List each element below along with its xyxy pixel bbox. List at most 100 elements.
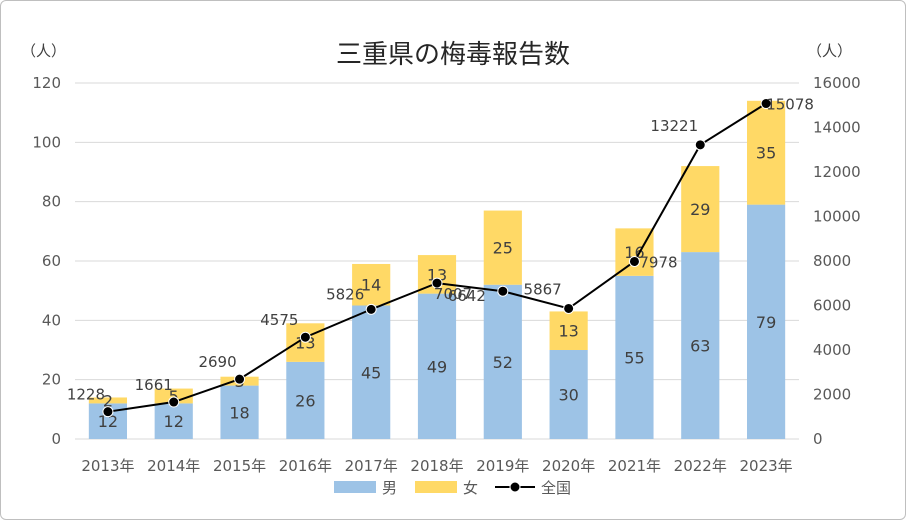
bar-male-label: 12 bbox=[164, 412, 184, 431]
total-value-label: 15078 bbox=[766, 96, 814, 114]
total-marker bbox=[102, 406, 114, 418]
bar-male-label: 52 bbox=[493, 353, 513, 372]
bar-female-label: 13 bbox=[427, 265, 447, 284]
bar-female bbox=[483, 210, 522, 285]
bar-female-label: 29 bbox=[690, 200, 710, 219]
bar-male-label: 12 bbox=[98, 412, 118, 431]
bar-male bbox=[681, 252, 720, 439]
bar-female-label: 14 bbox=[361, 276, 381, 295]
bar-male bbox=[154, 403, 193, 439]
bar-female bbox=[88, 397, 127, 404]
bar-male bbox=[352, 305, 391, 439]
category-label: 2021年 bbox=[608, 457, 661, 475]
total-value-label: 7978 bbox=[639, 253, 677, 271]
category-label: 2015年 bbox=[213, 457, 266, 475]
legend-label-total: 全国 bbox=[541, 479, 571, 497]
bar-male-label: 18 bbox=[229, 403, 249, 422]
total-value-label: 13221 bbox=[650, 117, 698, 135]
bar-male bbox=[220, 385, 259, 439]
bar-female bbox=[352, 263, 391, 306]
total-marker bbox=[299, 331, 311, 343]
right-tick-label: 4000 bbox=[813, 341, 851, 359]
category-label: 2016年 bbox=[279, 457, 332, 475]
bar-male bbox=[417, 293, 457, 439]
bar-male-label: 63 bbox=[690, 337, 710, 356]
total-value-label: 1228 bbox=[67, 386, 105, 404]
total-marker bbox=[168, 396, 180, 408]
total-marker bbox=[628, 255, 640, 267]
legend: 男 女 全国 bbox=[334, 479, 571, 497]
legend-swatch-female bbox=[415, 481, 457, 493]
bar-female bbox=[681, 166, 720, 253]
right-tick-label: 14000 bbox=[813, 119, 861, 137]
left-tick-label: 40 bbox=[42, 311, 61, 329]
total-marker bbox=[563, 302, 575, 314]
left-axis-unit: （人） bbox=[21, 42, 66, 60]
total-marker bbox=[497, 285, 509, 297]
total-value-label: 7007 bbox=[434, 285, 472, 303]
total-marker bbox=[760, 98, 772, 110]
axis-ticks: 0 20 40 60 80 100 120 0 2000 4000 6000 8000 10000 120… bbox=[32, 74, 860, 475]
right-tick-label: 10000 bbox=[813, 208, 861, 226]
category-label: 2014年 bbox=[147, 457, 200, 475]
total-marker bbox=[234, 373, 246, 385]
right-axis-unit: （人） bbox=[807, 42, 852, 60]
total-value-label: 6642 bbox=[448, 287, 486, 305]
left-tick-label: 100 bbox=[32, 133, 61, 151]
total-marker bbox=[431, 277, 443, 289]
total-value-label: 1661 bbox=[135, 376, 173, 394]
legend-label-female: 女 bbox=[463, 479, 478, 497]
bar-female-label: 2 bbox=[103, 391, 113, 410]
right-tick-label: 2000 bbox=[813, 386, 851, 404]
bar-female bbox=[747, 100, 786, 205]
bar-male-label: 79 bbox=[756, 313, 776, 332]
category-label: 2013年 bbox=[81, 457, 134, 475]
right-tick-label: 12000 bbox=[813, 163, 861, 181]
bar-male-label: 26 bbox=[295, 391, 315, 410]
total-marker bbox=[694, 139, 706, 151]
left-tick-label: 80 bbox=[42, 193, 61, 211]
category-label: 2022年 bbox=[674, 457, 727, 475]
bar-female-label: 35 bbox=[756, 144, 776, 163]
right-tick-label: 16000 bbox=[813, 74, 861, 92]
bar-female-label: 16 bbox=[624, 243, 644, 262]
category-label: 2023年 bbox=[739, 457, 792, 475]
category-label: 2017年 bbox=[345, 457, 398, 475]
category-label: 2019年 bbox=[476, 457, 529, 475]
bar-male-label: 49 bbox=[427, 357, 447, 376]
total-value-label: 4575 bbox=[260, 311, 298, 329]
bar-male bbox=[483, 284, 522, 439]
left-tick-label: 120 bbox=[32, 74, 61, 92]
category-label: 2020年 bbox=[542, 457, 595, 475]
category-label: 2018年 bbox=[410, 457, 463, 475]
legend-label-male: 男 bbox=[382, 479, 397, 497]
left-tick-label: 20 bbox=[42, 371, 61, 389]
bar-female bbox=[549, 311, 588, 350]
chart-title: 三重県の梅毒報告数 bbox=[336, 40, 570, 70]
bar-female bbox=[615, 228, 654, 276]
total-value-label: 5867 bbox=[524, 280, 562, 298]
bar-male-label: 30 bbox=[558, 386, 578, 405]
right-tick-label: 0 bbox=[813, 430, 823, 448]
legend-marker-total bbox=[509, 481, 521, 493]
legend-swatch-male bbox=[334, 481, 376, 493]
bar-male bbox=[286, 361, 325, 439]
bars: 1221251832613451449135225301355166329793… bbox=[88, 100, 786, 439]
right-tick-label: 8000 bbox=[813, 252, 851, 270]
total-value-label: 2690 bbox=[198, 353, 236, 371]
bar-female-label: 5 bbox=[169, 387, 179, 406]
total-value-label: 5826 bbox=[326, 285, 364, 303]
bar-male bbox=[747, 204, 786, 439]
bar-male bbox=[549, 350, 588, 439]
bar-male-label: 45 bbox=[361, 363, 381, 382]
bar-female-label: 25 bbox=[493, 239, 513, 258]
left-tick-label: 60 bbox=[42, 252, 61, 270]
left-tick-label: 0 bbox=[51, 430, 61, 448]
bar-male bbox=[615, 275, 654, 439]
total-marker bbox=[365, 303, 377, 315]
bar-female-label: 13 bbox=[558, 322, 578, 341]
bar-male-label: 55 bbox=[624, 348, 644, 367]
